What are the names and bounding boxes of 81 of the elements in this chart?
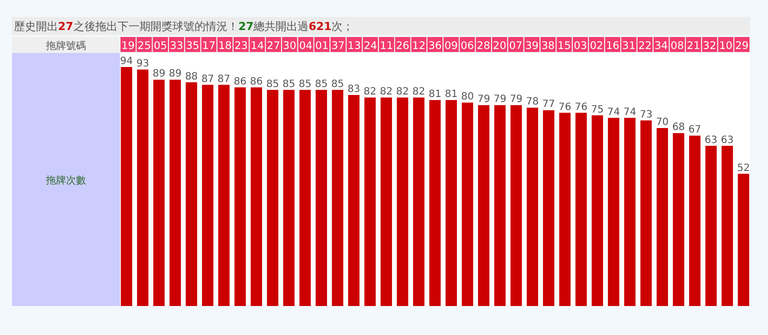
data-label: 85	[282, 78, 296, 90]
x-tick-label: 04	[299, 40, 313, 52]
x-tick-label: 09	[444, 40, 458, 52]
x-tick-label: 32	[702, 40, 716, 52]
x-tick-label: 34	[654, 40, 668, 52]
x-tick-label: 17	[202, 40, 216, 52]
data-label: 81	[444, 89, 458, 100]
x-tick-label: 26	[396, 40, 410, 52]
data-label: 85	[266, 78, 279, 90]
x-tick-label: 02	[590, 40, 604, 52]
x-tick-label: 12	[412, 40, 426, 52]
x-tick-label: 10	[719, 40, 732, 52]
data-label: 82	[364, 86, 376, 98]
data-label: 63	[720, 134, 734, 146]
data-label: 86	[250, 76, 263, 88]
data-label: 93	[136, 58, 150, 70]
data-label: 74	[623, 106, 636, 118]
x-tick-label: 23	[234, 40, 248, 52]
x-tick-label: 06	[460, 40, 474, 52]
data-label: 85	[331, 78, 344, 90]
x-tick-label: 07	[509, 40, 522, 52]
data-label: 79	[494, 94, 506, 106]
data-label: 77	[542, 99, 556, 110]
x-tick-label: 01	[315, 40, 329, 52]
data-label: 74	[607, 106, 620, 118]
x-tick-label: 13	[348, 40, 361, 52]
data-label: 80	[461, 92, 474, 103]
data-label: 89	[168, 68, 182, 80]
data-label: 86	[234, 76, 247, 88]
x-tick-label: 30	[282, 40, 296, 52]
x-tick-label: 11	[380, 40, 394, 52]
x-tick-label: 36	[428, 40, 442, 52]
x-tick-label: 39	[525, 40, 539, 52]
x-tick-label: 18	[218, 40, 232, 52]
x-tick-label: 22	[638, 40, 652, 52]
data-label: 70	[656, 117, 669, 128]
data-label: 76	[558, 102, 572, 113]
data-label: 68	[672, 122, 685, 134]
x-tick-label: 25	[138, 40, 151, 52]
data-label: 79	[477, 94, 490, 106]
x-tick-label: 20	[492, 40, 506, 52]
x-tick-label: 29	[735, 40, 749, 52]
x-tick-label: 31	[622, 40, 636, 52]
data-label: 81	[428, 89, 442, 100]
x-tick-label: 19	[121, 40, 135, 52]
x-tick-label: 33	[170, 40, 184, 52]
x-axis-title: 拖牌號碼	[45, 40, 86, 52]
x-tick-label: 14	[250, 40, 264, 52]
x-tick-label: 05	[154, 40, 168, 52]
x-tick-label: 38	[541, 40, 555, 52]
data-label: 78	[526, 96, 539, 108]
data-label: 52	[737, 162, 750, 174]
data-label: 87	[201, 74, 214, 85]
data-label: 67	[688, 124, 702, 136]
data-label: 85	[314, 78, 328, 90]
data-label: 75	[591, 104, 604, 116]
x-tick-label: 16	[606, 40, 620, 52]
data-label: 94	[120, 56, 133, 67]
x-tick-label: 28	[476, 40, 490, 52]
x-tick-label: 15	[558, 40, 571, 52]
data-label: 87	[218, 74, 230, 85]
x-tick-label: 37	[331, 40, 345, 52]
data-label: 88	[185, 71, 198, 82]
x-tick-label: 24	[364, 40, 378, 52]
data-label: 82	[412, 86, 426, 98]
x-tick-label: 35	[186, 40, 200, 52]
y-axis-title: 拖牌次數	[45, 174, 86, 186]
data-label: 85	[298, 78, 312, 90]
data-label: 73	[640, 109, 652, 120]
data-label: 82	[396, 86, 409, 98]
data-label: 63	[704, 134, 718, 146]
chart-title: 歷史開出27之後拖出下一期開獎球號的情況！27總共開出過621次；	[14, 20, 354, 33]
data-label: 76	[574, 102, 588, 113]
x-tick-label: 08	[670, 40, 684, 52]
x-tick-label: 03	[574, 40, 588, 52]
data-label: 79	[510, 94, 523, 106]
x-tick-label: 21	[686, 40, 700, 52]
data-label: 89	[152, 68, 166, 80]
x-tick-label: 27	[266, 40, 280, 52]
data-label: 83	[347, 84, 360, 95]
data-label: 82	[380, 86, 393, 98]
